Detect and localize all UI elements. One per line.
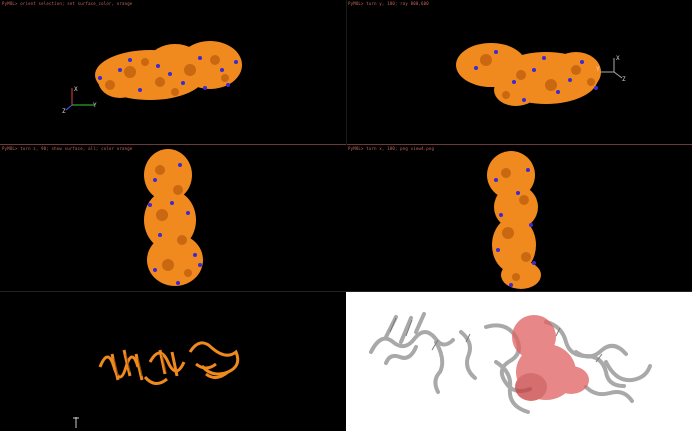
protein-surface <box>95 41 242 100</box>
viewport-top-right[interactable]: PyMOL> turn y, 180; ray 800,600 X Y Z <box>346 0 692 144</box>
viewport-caption: PyMOL> orient selection; set surface_col… <box>2 1 133 6</box>
viewport-top-left[interactable]: PyMOL> orient selection; set surface_col… <box>0 0 346 144</box>
axis-z-label: Z <box>62 108 66 115</box>
axis-x-label: X <box>616 55 620 62</box>
axis-gizmo-icon <box>65 88 94 111</box>
axis-z-label: Z <box>622 76 626 83</box>
viewport-bottom-left[interactable] <box>0 292 346 431</box>
viewport-caption: PyMOL> turn x, 180; png view4.png <box>348 146 435 151</box>
axis-y-label: Y <box>596 66 600 73</box>
axis-gizmo-icon <box>73 417 79 428</box>
protein-cavity-view <box>369 312 652 414</box>
protein-surface-view <box>65 41 242 111</box>
viewport-caption: PyMOL> turn z, 90; show surface, all; co… <box>2 146 133 151</box>
axis-x-label: X <box>74 86 78 93</box>
viewport-middle-left[interactable]: PyMOL> turn z, 90; show surface, all; co… <box>0 145 346 291</box>
protein-surface-view <box>487 151 541 289</box>
axis-y-label: Y <box>93 102 97 109</box>
viewport-bottom-right[interactable] <box>346 292 692 431</box>
protein-cartoon-view <box>73 341 240 428</box>
protein-surface-view <box>144 149 203 286</box>
cavity-surface <box>512 315 589 401</box>
viewport-middle-right[interactable]: PyMOL> turn x, 180; png view4.png <box>346 145 692 291</box>
panel-divider <box>0 291 692 292</box>
viewport-caption: PyMOL> turn y, 180; ray 800,600 <box>348 1 429 6</box>
axis-gizmo-icon <box>601 58 623 79</box>
protein-surface-view <box>456 43 623 106</box>
